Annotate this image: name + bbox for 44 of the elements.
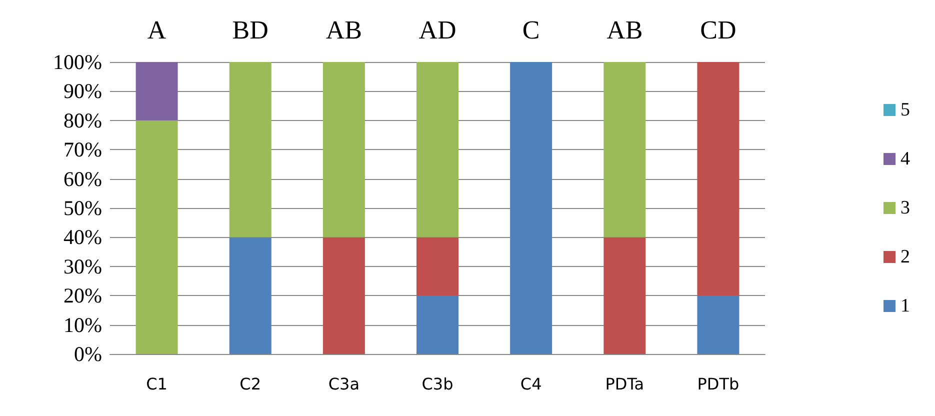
text: AB: [606, 16, 643, 44]
bar: [416, 237, 458, 296]
bar: [322, 237, 365, 354]
legend-label: 4: [900, 148, 910, 170]
bar: [416, 296, 458, 354]
legend-label: 5: [900, 100, 910, 120]
bar: [322, 62, 365, 238]
text: A: [147, 16, 166, 44]
bar: [604, 62, 646, 238]
y-tick-label: 90%: [64, 79, 102, 104]
x-tick-label: C4: [520, 374, 542, 394]
bar: [229, 62, 272, 238]
y-tick-label: 20%: [64, 284, 102, 308]
bar: [697, 296, 740, 354]
x-tick-label: C2: [240, 374, 262, 394]
bar: [604, 237, 646, 354]
y-tick-label: 10%: [64, 312, 102, 337]
bar: [416, 62, 458, 238]
bar: [510, 62, 552, 354]
legend-label: 2: [900, 246, 910, 268]
text: AD: [418, 16, 456, 44]
y-tick-label: 50%: [64, 196, 102, 220]
y-tick-label: 30%: [64, 254, 102, 278]
text: AB: [326, 16, 362, 44]
bar: [136, 62, 178, 120]
text: BD: [232, 16, 268, 44]
y-tick-label: 80%: [64, 108, 102, 132]
x-tick-label: C3a: [328, 374, 360, 394]
bar: [229, 237, 272, 354]
y-tick-label: 100%: [53, 50, 102, 74]
bar: [697, 62, 740, 296]
x-tick-label: C3b: [422, 374, 454, 394]
legend-label: 3: [900, 198, 910, 218]
legend-label: 1: [900, 296, 910, 316]
text: CD: [700, 16, 736, 44]
y-tick-label: 0%: [74, 342, 102, 366]
bar: [136, 120, 178, 354]
text: C: [522, 16, 540, 44]
y-tick-label: 70%: [64, 138, 102, 162]
y-tick-label: 40%: [64, 225, 102, 250]
x-tick-label: PDTa: [605, 374, 644, 394]
y-tick-label: 60%: [64, 166, 102, 191]
x-tick-label: C1: [146, 374, 168, 394]
x-tick-label: PDTb: [697, 374, 740, 394]
